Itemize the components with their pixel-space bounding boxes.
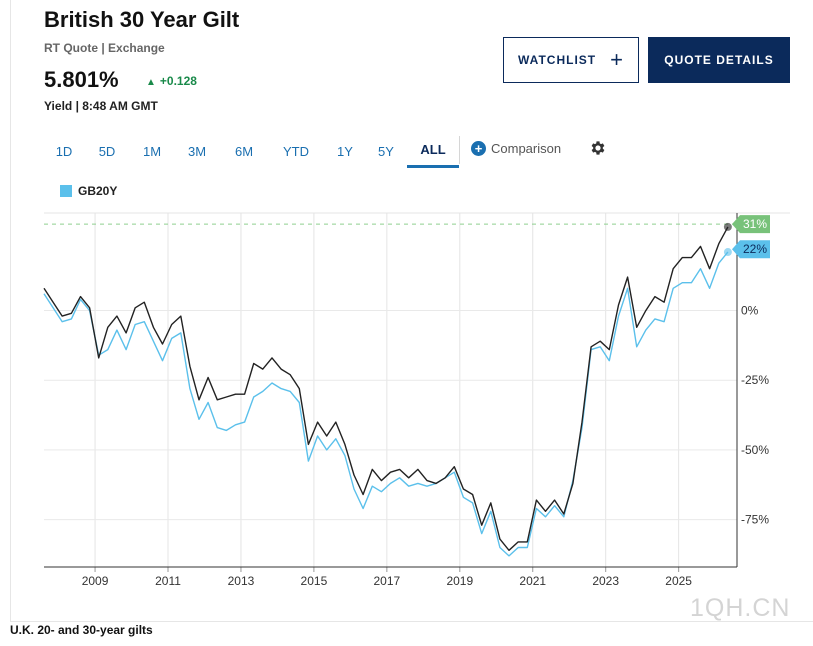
end-value-label: 31% [732, 215, 770, 234]
price-chart: 2009 2011 2013 2015 2017 2019 2021 2023 2025 0% -2… [43, 212, 790, 588]
tab-all[interactable]: ALL [407, 134, 459, 168]
comparison-label: Comparison [491, 140, 562, 156]
tab-ytd[interactable]: YTD [283, 143, 309, 159]
tab-6m[interactable]: 6M [234, 143, 254, 159]
tab-1m[interactable]: 1M [142, 143, 162, 159]
legend-swatch [60, 185, 72, 197]
end-label-background [732, 240, 770, 259]
legend-label: GB20Y [78, 184, 118, 198]
y-tick-label: -25% [741, 373, 769, 387]
quote-source: RT Quote | Exchange [44, 41, 165, 55]
add-circle-icon: + [471, 140, 486, 156]
change-value: +0.128 [159, 74, 197, 88]
y-tick-label: 0% [741, 304, 759, 318]
x-tick-label: 2019 [446, 574, 473, 588]
comparison-button[interactable]: + Comparison [471, 139, 561, 157]
quote-timestamp: Yield | 8:48 AM GMT [44, 99, 158, 113]
chart-frame [10, 0, 813, 622]
end-marker-gb20y [723, 248, 732, 257]
watchlist-label: WATCHLIST [518, 53, 597, 67]
x-tick-label: 2021 [519, 574, 546, 588]
tab-5d[interactable]: 5D [98, 143, 116, 159]
watermark: 1QH.CN [690, 594, 791, 622]
x-tick-label: 2011 [155, 574, 181, 588]
series-line-gb30y [43, 226, 729, 551]
plus-icon: + [610, 47, 624, 72]
y-tick-label: -50% [741, 443, 769, 457]
series-line-gb20y [43, 251, 729, 557]
yield-change: ▲ +0.128 [146, 74, 197, 88]
tab-1d[interactable]: 1D [55, 143, 73, 159]
x-tick-label: 2009 [82, 574, 109, 588]
page-title: British 30 Year Gilt [44, 7, 240, 32]
tab-3m[interactable]: 3M [187, 143, 207, 159]
x-tick-label: 2017 [374, 574, 401, 588]
x-tick-label: 2025 [665, 574, 692, 588]
watchlist-button[interactable]: WATCHLIST + [503, 37, 639, 83]
tab-5y[interactable]: 5Y [378, 143, 394, 159]
end-label-text: 31% [743, 217, 767, 231]
x-tick-label: 2015 [301, 574, 328, 588]
tab-divider [459, 136, 460, 164]
x-tick-label: 2023 [592, 574, 619, 588]
chart-caption: U.K. 20- and 30-year gilts [10, 623, 153, 637]
end-value-label: 22% [732, 240, 770, 259]
up-triangle-icon: ▲ [146, 77, 156, 88]
gear-icon[interactable] [589, 139, 607, 157]
last-yield: 5.801% [44, 67, 119, 92]
end-label-background [732, 215, 770, 234]
quote-details-button[interactable]: QUOTE DETAILS [648, 37, 790, 83]
end-label-text: 22% [743, 242, 767, 256]
y-tick-label: -75% [741, 513, 769, 527]
tab-1y[interactable]: 1Y [337, 143, 353, 159]
end-marker-gb30y [723, 222, 732, 231]
x-tick-label: 2013 [228, 574, 255, 588]
chart-legend: GB20Y [60, 184, 117, 198]
